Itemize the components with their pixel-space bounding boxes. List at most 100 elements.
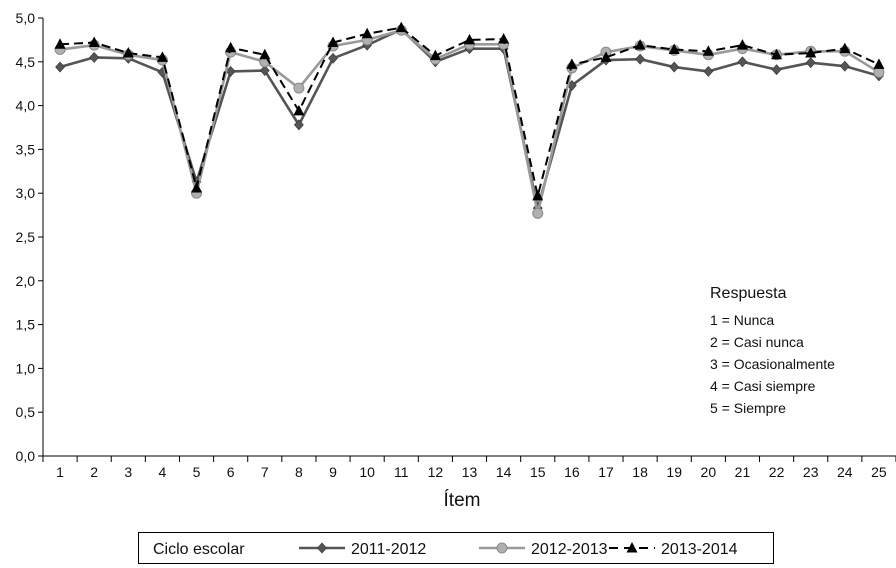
response-scale-note: Respuesta 1 = Nunca 2 = Casi nunca 3 = O… [710,285,835,416]
x-tick-label: 23 [803,464,819,480]
legend-item-2012-2013: 2012-2013 [479,541,608,558]
data-point [259,48,271,60]
data-point [361,27,373,39]
note-line-4: 4 = Casi siempre [710,378,816,394]
legend-marker [317,542,327,554]
data-point [328,52,338,64]
data-point [532,189,544,201]
data-point [89,51,100,63]
legend-title: Ciclo escolar [153,541,245,558]
x-tick-label: 10 [359,464,375,480]
x-tick-label: 11 [394,464,409,480]
x-tick-label: 8 [295,464,303,480]
data-point [327,36,339,48]
series-line [59,28,880,210]
x-tick-label: 16 [564,464,580,480]
x-tick-label: 9 [329,464,337,480]
note-line-1: 1 = Nunca [710,312,774,328]
legend-items: Ciclo escolar 2011-2012 2012-2013 2013-2014 [153,541,738,558]
data-point [293,119,304,131]
x-tick-label: 22 [769,464,785,480]
y-tick-label: 2,0 [16,273,36,289]
x-tick-label: 3 [124,464,132,480]
x-tick-label: 24 [837,464,853,480]
data-point [702,45,714,56]
x-tick-label: 1 [56,464,64,480]
legend-marker [626,542,638,553]
x-tick-label: 14 [496,464,512,480]
note-line-3: 3 = Ocasionalmente [710,356,835,372]
data-point [225,41,237,53]
data-point [873,58,885,69]
data-point [293,104,305,116]
x-axis-label: Ítem [444,490,481,511]
data-point [737,56,748,68]
data-point [429,49,441,61]
data-point [259,65,270,77]
data-point [805,57,816,69]
x-tick-label: 18 [632,464,648,480]
data-point [532,207,544,219]
x-tick-label: 17 [598,464,614,480]
legend: Ciclo escolar 2011-2012 2012-2013 2013-2014 [138,532,774,564]
data-point [634,39,646,50]
data-point [191,181,203,193]
x-tick-label: 12 [428,464,444,480]
x-tick-label: 2 [90,464,98,480]
data-point [395,21,407,33]
data-point [839,60,850,72]
x-tick-label: 5 [193,464,201,480]
data-point [635,53,646,65]
data-point [566,58,578,69]
legend-label: 2011-2012 [351,541,426,558]
x-tick-label: 13 [462,464,478,480]
legend-label: 2012-2013 [531,541,608,558]
y-tick-label: 1,5 [16,317,36,333]
y-tick-label: 3,5 [16,141,36,157]
data-point [736,39,748,50]
data-point [293,82,305,94]
y-tick-label: 3,0 [16,185,36,201]
data-point [156,51,168,62]
series-layer [54,21,885,219]
data-point [600,51,612,62]
y-tick-label: 1,0 [16,360,36,376]
y-tick-label: 0,0 [16,448,36,464]
x-tick-label: 21 [735,464,751,480]
data-point [669,61,680,73]
series-2013-2014 [54,21,885,201]
data-point [703,65,714,77]
note-line-2: 2 = Casi nunca [710,334,804,350]
x-tick-label: 25 [871,464,887,480]
x-tick-label: 15 [530,464,546,480]
y-tick-label: 0,5 [16,404,36,420]
x-tick-label: 20 [701,464,717,480]
legend-item-2011-2012: 2011-2012 [299,541,426,558]
data-point [498,33,510,44]
x-tick-label: 4 [159,464,167,480]
y-tick-label: 4,5 [16,54,36,70]
data-point [805,47,817,58]
x-tick-label: 7 [261,464,269,480]
legend-marker [496,542,508,554]
data-point [88,36,100,48]
series-line [59,28,880,215]
data-point [668,43,680,55]
y-tick-label: 4,0 [16,98,36,114]
note-line-5: 5 = Siempre [710,400,786,416]
data-point [464,33,475,45]
legend-item-2013-2014: 2013-2014 [609,541,738,558]
data-point [55,61,65,73]
data-point [839,42,851,54]
note-title: Respuesta [710,285,787,302]
legend-label: 2013-2014 [661,541,738,558]
axes: 0,00,51,01,52,02,53,03,54,04,55,01 2 3 4 5 6 7… [16,10,896,480]
data-point [771,64,782,76]
data-point [54,38,66,49]
data-point [771,48,783,60]
x-tick-label: 19 [666,464,682,480]
x-tick-label: 6 [227,464,235,480]
y-tick-label: 5,0 [16,10,36,26]
data-point [122,47,134,58]
